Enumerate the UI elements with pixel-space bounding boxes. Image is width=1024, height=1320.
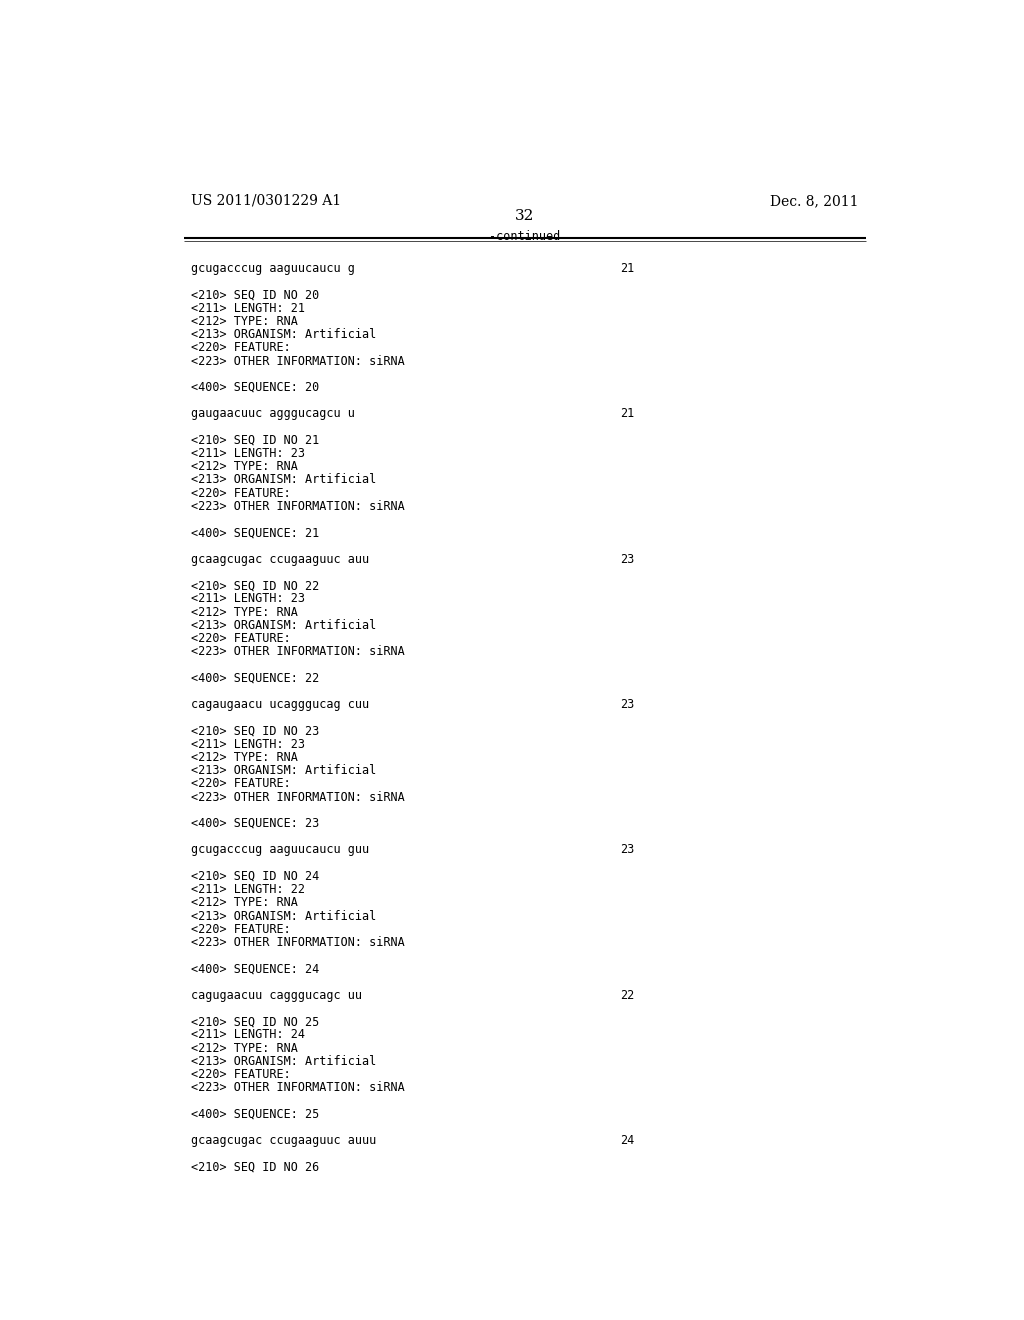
Text: <210> SEQ ID NO 21: <210> SEQ ID NO 21 xyxy=(191,434,319,447)
Text: <210> SEQ ID NO 23: <210> SEQ ID NO 23 xyxy=(191,725,319,738)
Text: <400> SEQUENCE: 22: <400> SEQUENCE: 22 xyxy=(191,672,319,685)
Text: <223> OTHER INFORMATION: siRNA: <223> OTHER INFORMATION: siRNA xyxy=(191,645,406,659)
Text: <400> SEQUENCE: 20: <400> SEQUENCE: 20 xyxy=(191,381,319,393)
Text: <400> SEQUENCE: 24: <400> SEQUENCE: 24 xyxy=(191,962,319,975)
Text: <400> SEQUENCE: 21: <400> SEQUENCE: 21 xyxy=(191,527,319,540)
Text: <211> LENGTH: 22: <211> LENGTH: 22 xyxy=(191,883,305,896)
Text: <211> LENGTH: 23: <211> LENGTH: 23 xyxy=(191,738,305,751)
Text: gcugacccug aaguucaucu g: gcugacccug aaguucaucu g xyxy=(191,263,355,275)
Text: -continued: -continued xyxy=(489,230,560,243)
Text: <220> FEATURE:: <220> FEATURE: xyxy=(191,632,291,645)
Text: 21: 21 xyxy=(620,263,634,275)
Text: <223> OTHER INFORMATION: siRNA: <223> OTHER INFORMATION: siRNA xyxy=(191,791,406,804)
Text: gcugacccug aaguucaucu guu: gcugacccug aaguucaucu guu xyxy=(191,843,370,857)
Text: <211> LENGTH: 23: <211> LENGTH: 23 xyxy=(191,447,305,461)
Text: <220> FEATURE:: <220> FEATURE: xyxy=(191,487,291,500)
Text: <213> ORGANISM: Artificial: <213> ORGANISM: Artificial xyxy=(191,1055,377,1068)
Text: <210> SEQ ID NO 20: <210> SEQ ID NO 20 xyxy=(191,289,319,301)
Text: Dec. 8, 2011: Dec. 8, 2011 xyxy=(770,194,858,209)
Text: <211> LENGTH: 21: <211> LENGTH: 21 xyxy=(191,302,305,314)
Text: <220> FEATURE:: <220> FEATURE: xyxy=(191,342,291,354)
Text: <210> SEQ ID NO 25: <210> SEQ ID NO 25 xyxy=(191,1015,319,1028)
Text: <212> TYPE: RNA: <212> TYPE: RNA xyxy=(191,751,298,764)
Text: 23: 23 xyxy=(620,553,634,566)
Text: 21: 21 xyxy=(620,408,634,420)
Text: <213> ORGANISM: Artificial: <213> ORGANISM: Artificial xyxy=(191,764,377,777)
Text: cagaugaacu ucagggucag cuu: cagaugaacu ucagggucag cuu xyxy=(191,698,370,711)
Text: 24: 24 xyxy=(620,1134,634,1147)
Text: <212> TYPE: RNA: <212> TYPE: RNA xyxy=(191,461,298,474)
Text: <213> ORGANISM: Artificial: <213> ORGANISM: Artificial xyxy=(191,474,377,487)
Text: <212> TYPE: RNA: <212> TYPE: RNA xyxy=(191,896,298,909)
Text: cagugaacuu cagggucagc uu: cagugaacuu cagggucagc uu xyxy=(191,989,362,1002)
Text: gaugaacuuc agggucagcu u: gaugaacuuc agggucagcu u xyxy=(191,408,355,420)
Text: <210> SEQ ID NO 22: <210> SEQ ID NO 22 xyxy=(191,579,319,593)
Text: <220> FEATURE:: <220> FEATURE: xyxy=(191,777,291,791)
Text: US 2011/0301229 A1: US 2011/0301229 A1 xyxy=(191,194,342,209)
Text: <212> TYPE: RNA: <212> TYPE: RNA xyxy=(191,1041,298,1055)
Text: <212> TYPE: RNA: <212> TYPE: RNA xyxy=(191,315,298,327)
Text: <210> SEQ ID NO 26: <210> SEQ ID NO 26 xyxy=(191,1160,319,1173)
Text: <223> OTHER INFORMATION: siRNA: <223> OTHER INFORMATION: siRNA xyxy=(191,500,406,513)
Text: <211> LENGTH: 24: <211> LENGTH: 24 xyxy=(191,1028,305,1041)
Text: <223> OTHER INFORMATION: siRNA: <223> OTHER INFORMATION: siRNA xyxy=(191,355,406,367)
Text: <220> FEATURE:: <220> FEATURE: xyxy=(191,1068,291,1081)
Text: <213> ORGANISM: Artificial: <213> ORGANISM: Artificial xyxy=(191,909,377,923)
Text: gcaagcugac ccugaaguuc auuu: gcaagcugac ccugaaguuc auuu xyxy=(191,1134,377,1147)
Text: <211> LENGTH: 23: <211> LENGTH: 23 xyxy=(191,593,305,606)
Text: <210> SEQ ID NO 24: <210> SEQ ID NO 24 xyxy=(191,870,319,883)
Text: 22: 22 xyxy=(620,989,634,1002)
Text: 32: 32 xyxy=(515,210,535,223)
Text: <213> ORGANISM: Artificial: <213> ORGANISM: Artificial xyxy=(191,619,377,632)
Text: <400> SEQUENCE: 23: <400> SEQUENCE: 23 xyxy=(191,817,319,830)
Text: <212> TYPE: RNA: <212> TYPE: RNA xyxy=(191,606,298,619)
Text: <213> ORGANISM: Artificial: <213> ORGANISM: Artificial xyxy=(191,329,377,341)
Text: 23: 23 xyxy=(620,698,634,711)
Text: gcaagcugac ccugaaguuc auu: gcaagcugac ccugaaguuc auu xyxy=(191,553,370,566)
Text: 23: 23 xyxy=(620,843,634,857)
Text: <220> FEATURE:: <220> FEATURE: xyxy=(191,923,291,936)
Text: <223> OTHER INFORMATION: siRNA: <223> OTHER INFORMATION: siRNA xyxy=(191,936,406,949)
Text: <223> OTHER INFORMATION: siRNA: <223> OTHER INFORMATION: siRNA xyxy=(191,1081,406,1094)
Text: <400> SEQUENCE: 25: <400> SEQUENCE: 25 xyxy=(191,1107,319,1121)
